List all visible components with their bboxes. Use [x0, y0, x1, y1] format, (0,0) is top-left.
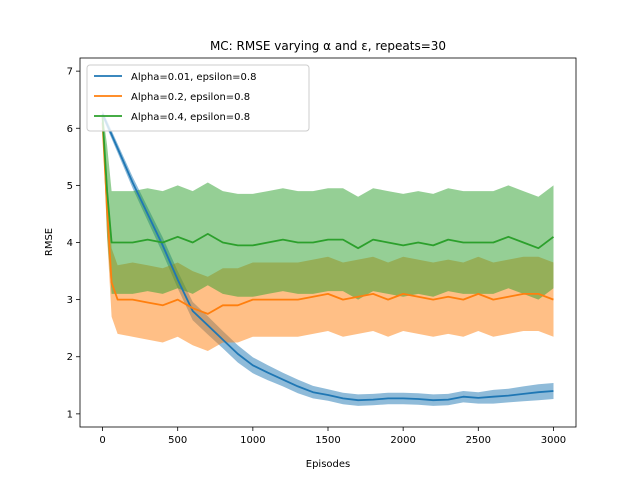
- x-axis-label: Episodes: [306, 459, 350, 470]
- y-tick-label: 7: [67, 67, 73, 78]
- legend-label: Alpha=0.2, epsilon=0.8: [131, 92, 250, 103]
- x-tick-label: 3000: [541, 435, 566, 446]
- line-alpha-0-01-epsilon-0-8: [101, 113, 554, 402]
- band-alpha-0-4-epsilon-0-8: [102, 111, 554, 300]
- x-tick-label: 500: [168, 435, 187, 446]
- y-tick-label: 2: [67, 352, 73, 363]
- legend-label: Alpha=0.01, epsilon=0.8: [131, 72, 256, 83]
- line-alpha-0-4-epsilon-0-8: [101, 116, 555, 250]
- confidence-bands: [102, 110, 554, 406]
- y-axis-ticks: 1 2 3 4 5 6 7: [67, 67, 80, 420]
- chart-title: MC: RMSE varying α and ε, repeats=30: [210, 39, 446, 53]
- x-tick-label: 0: [99, 435, 105, 446]
- y-tick-label: 4: [67, 238, 73, 249]
- y-tick-label: 5: [67, 181, 73, 192]
- y-tick-label: 6: [67, 124, 73, 135]
- x-axis-ticks: 0 500 1000 1500 2000 2500 3000: [99, 427, 566, 446]
- x-tick-label: 1000: [240, 435, 265, 446]
- line-alpha-0-2-epsilon-0-8: [101, 122, 554, 315]
- x-tick-label: 2000: [390, 435, 415, 446]
- y-tick-label: 3: [67, 295, 73, 306]
- y-axis-label: RMSE: [44, 228, 55, 256]
- series-lines: [101, 113, 555, 402]
- x-tick-label: 2500: [466, 435, 491, 446]
- x-tick-label: 1500: [315, 435, 340, 446]
- legend: Alpha=0.01, epsilon=0.8 Alpha=0.2, epsilo…: [86, 64, 310, 132]
- legend-box: [86, 64, 310, 132]
- legend-label: Alpha=0.4, epsilon=0.8: [131, 112, 250, 123]
- y-tick-label: 1: [67, 409, 73, 420]
